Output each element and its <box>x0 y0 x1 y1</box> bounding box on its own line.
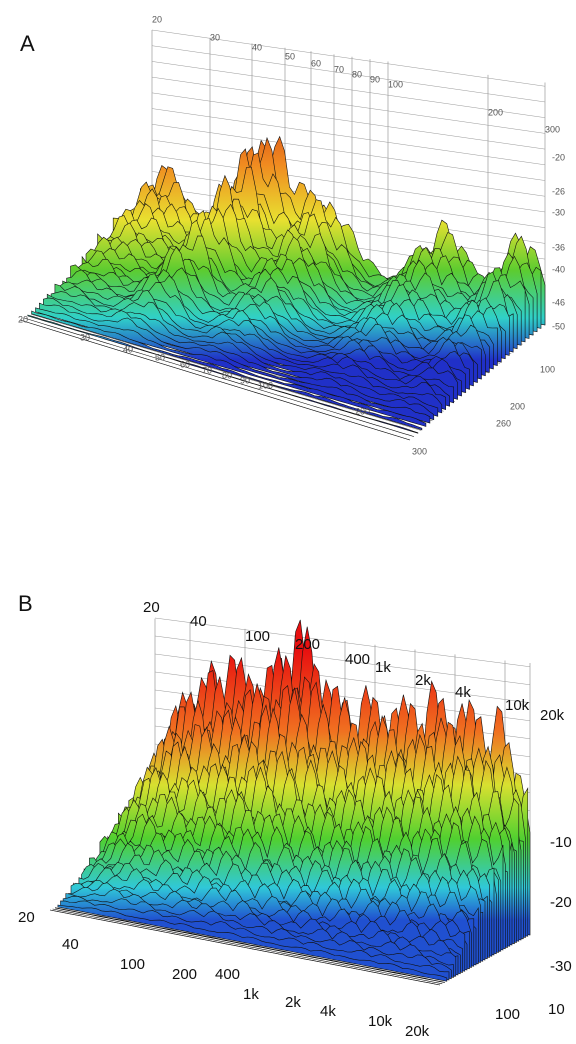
depth-label: 200 <box>510 401 525 411</box>
back-axis-label: 1k <box>375 659 391 676</box>
level-label: -30 <box>552 207 565 217</box>
back-axis-label: 20k <box>540 707 565 724</box>
back-axis-label: 100 <box>388 79 403 89</box>
back-axis-label: 20 <box>143 599 160 616</box>
back-axis-label: 100 <box>245 628 270 645</box>
front-axis-label: 4k <box>320 1003 336 1020</box>
wall-grid-line <box>151 61 546 118</box>
back-axis-label: 200 <box>295 636 320 653</box>
wall-grid-line <box>151 155 546 213</box>
front-axis-label: 60 <box>180 359 190 369</box>
back-axis-label: 70 <box>334 64 344 74</box>
plots: A 20 30 40 50 60 70 80 90 100 200 300 20 30 40 50 60 70 80… <box>18 14 572 1040</box>
front-axis-label: 400 <box>215 966 240 983</box>
level-label: -30 <box>550 958 572 975</box>
front-axis-label: 50 <box>155 352 165 362</box>
ridge <box>35 307 427 427</box>
wall-grid-line <box>154 617 531 667</box>
back-axis-label: 300 <box>545 124 560 134</box>
back-axis-label: 40 <box>252 42 262 52</box>
front-axis-label: 20k <box>405 1023 430 1040</box>
front-axis-label: 70 <box>202 365 212 375</box>
back-axis-label: 2k <box>415 672 431 689</box>
back-axis-label: 60 <box>311 58 321 68</box>
front-axis-label: 20 <box>18 314 28 324</box>
wall-grid-line <box>151 76 546 134</box>
level-label: -10 <box>550 834 572 851</box>
ridge <box>54 907 445 983</box>
front-axis-label: 40 <box>123 344 133 354</box>
floor-grid-line <box>30 313 422 431</box>
front-axis-label: 10k <box>368 1013 393 1030</box>
wall-grid-line <box>154 635 531 685</box>
front-axis-label: 80 <box>222 370 232 380</box>
front-axis-label: 20 <box>18 909 35 926</box>
wall-grid-line <box>151 108 546 166</box>
level-label: -20 <box>550 894 572 911</box>
back-axis-label: 80 <box>352 69 362 79</box>
level-label: -26 <box>552 186 565 196</box>
depth-label: 260 <box>496 418 511 428</box>
ridge <box>23 317 415 437</box>
ridge <box>57 904 448 982</box>
ridge <box>27 314 419 434</box>
panel-label: A <box>20 31 35 56</box>
wall-grid-line <box>151 29 546 87</box>
back-axis-label: 200 <box>488 107 503 117</box>
wall-grid-line <box>151 124 546 181</box>
back-axis-label: 4k <box>455 684 471 701</box>
back-axis-label: 400 <box>345 651 370 668</box>
wall-grid-line <box>151 45 546 103</box>
front-axis-label: 90 <box>240 375 250 385</box>
level-label: -50 <box>552 321 565 331</box>
ridge <box>52 908 443 985</box>
front-axis-label: 40 <box>62 936 79 953</box>
depth-label: 100 <box>495 1006 520 1023</box>
panel: A 20 30 40 50 60 70 80 90 100 200 300 20 30 40 50 60 70 80… <box>18 14 565 456</box>
back-axis-label: 50 <box>285 51 295 61</box>
ridge <box>49 909 441 986</box>
panel-label: B <box>18 591 33 616</box>
level-label: -40 <box>552 264 565 274</box>
back-axis-label: 10k <box>505 697 530 714</box>
front-axis-label: 200 <box>172 966 197 983</box>
front-axis-label: 30 <box>80 332 90 342</box>
wall-grid-line <box>154 653 531 703</box>
depth-label: 10 <box>548 1001 565 1018</box>
front-axis-label: 1k <box>243 986 259 1003</box>
level-label: -46 <box>552 297 565 307</box>
front-axis-label: 2k <box>285 994 301 1011</box>
wall-grid-line <box>151 171 546 228</box>
ridge <box>19 319 411 441</box>
ridge <box>31 310 423 431</box>
back-axis-label: 90 <box>370 74 380 84</box>
front-axis-label: 100 <box>120 956 145 973</box>
back-axis-label: 40 <box>190 613 207 630</box>
back-axis-label: 30 <box>210 32 220 42</box>
level-label: -20 <box>552 152 565 162</box>
front-axis-label: 300 <box>412 446 427 456</box>
wall-grid-line <box>151 92 546 150</box>
back-axis-label: 20 <box>152 14 162 24</box>
depth-label: 100 <box>540 364 555 374</box>
level-label: -36 <box>552 242 565 252</box>
wall-grid-line <box>151 139 546 197</box>
front-axis-label: 200 <box>355 406 370 416</box>
front-axis-label: 100 <box>258 380 273 390</box>
